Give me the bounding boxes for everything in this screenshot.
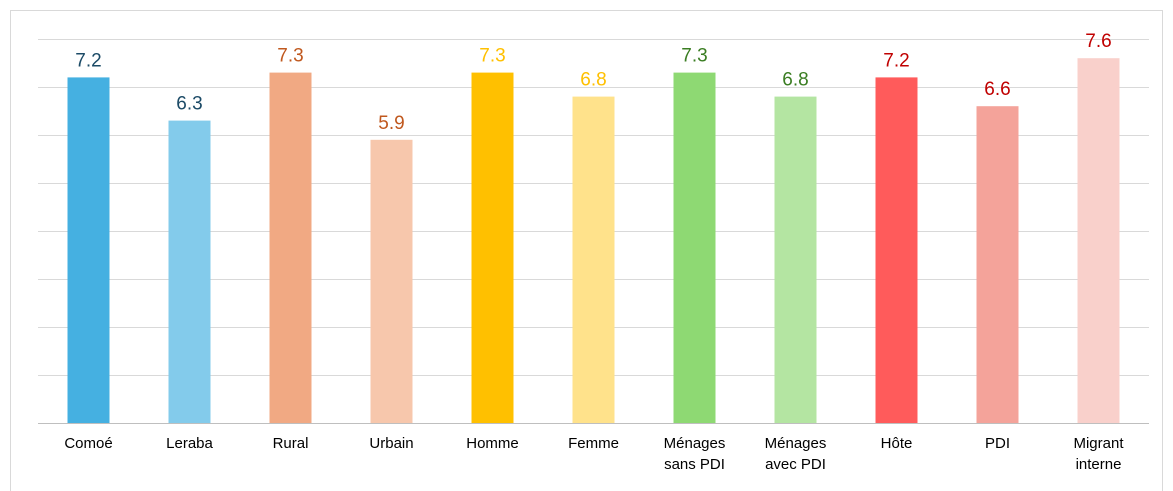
bar — [976, 106, 1019, 423]
value-label: 7.3 — [277, 46, 303, 67]
bar — [370, 139, 413, 424]
x-tick-label: Urbain — [369, 435, 414, 452]
value-label: 7.6 — [1085, 31, 1111, 52]
x-tick-label: Comoé — [64, 435, 113, 452]
bar — [875, 77, 918, 424]
x-tick-label: Ménages sans PDI — [663, 435, 726, 473]
x-tick-label: Femme — [568, 435, 619, 452]
bar — [471, 72, 514, 423]
value-label: 7.2 — [883, 50, 909, 71]
bar — [572, 96, 615, 423]
chart-frame — [10, 10, 1163, 491]
bar — [1077, 58, 1120, 423]
value-label: 5.9 — [378, 113, 404, 134]
bar — [673, 72, 716, 423]
value-label: 7.3 — [681, 46, 707, 67]
x-tick-label: Ménages avec PDI — [764, 435, 827, 473]
x-tick-label: Hôte — [880, 435, 913, 452]
value-label: 6.6 — [984, 79, 1010, 100]
value-label: 6.3 — [176, 94, 202, 115]
x-tick-label: Homme — [466, 435, 519, 452]
value-label: 6.8 — [782, 70, 808, 91]
x-tick-label: Migrant interne — [1073, 435, 1124, 473]
value-label: 6.8 — [580, 70, 606, 91]
value-label: 7.3 — [479, 46, 505, 67]
bar — [67, 77, 110, 424]
x-tick-label: Leraba — [166, 435, 213, 452]
x-tick-label: Rural — [272, 435, 309, 452]
value-label: 7.2 — [75, 50, 101, 71]
x-tick-label: PDI — [984, 435, 1010, 452]
bar — [774, 96, 817, 423]
bar — [168, 120, 211, 423]
bar — [269, 72, 312, 423]
